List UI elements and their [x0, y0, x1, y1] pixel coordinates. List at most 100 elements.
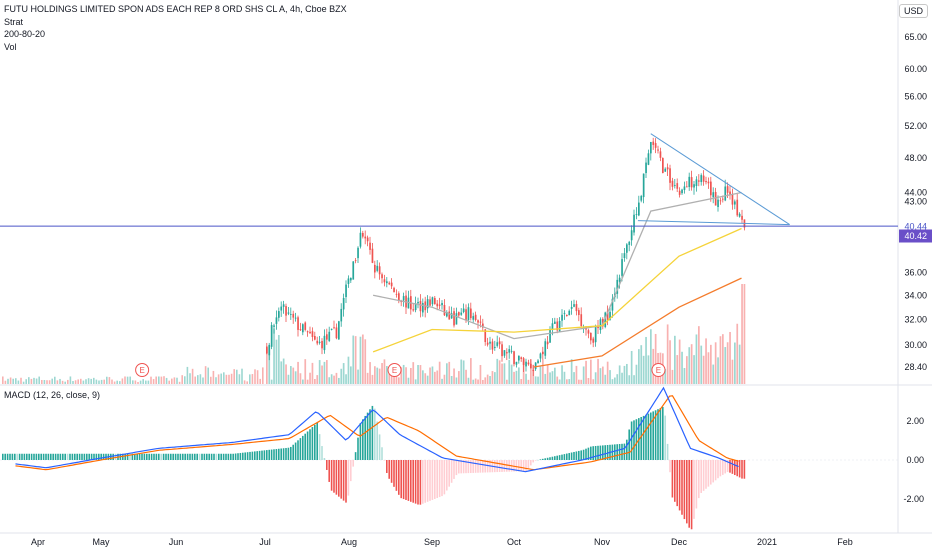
macd-histogram-bar: [599, 445, 602, 460]
volume-bar: [67, 379, 69, 384]
volume-bar: [671, 369, 674, 384]
macd-histogram-bar: [698, 460, 700, 499]
candle: [453, 311, 455, 326]
candle: [731, 194, 734, 205]
candle: [513, 351, 515, 365]
volume-bar: [522, 360, 525, 384]
macd-histogram-bar: [674, 460, 676, 502]
volume-bar: [98, 380, 100, 384]
volume-bar: [54, 376, 56, 384]
candle: [578, 310, 580, 315]
macd-histogram-bar: [81, 453, 83, 460]
candle: [378, 266, 381, 275]
volume-bar: [578, 379, 580, 384]
volume-bar: [534, 376, 537, 384]
volume-bar: [345, 374, 347, 384]
macd-histogram-bar: [263, 450, 266, 460]
volume-bar: [465, 369, 467, 384]
candle: [417, 301, 419, 304]
volume-bar: [56, 380, 59, 384]
candle: [626, 244, 628, 253]
earnings-marker: [135, 363, 150, 377]
volume-bar: [402, 364, 405, 384]
candle: [330, 328, 333, 330]
macd-histogram-bar: [74, 453, 76, 460]
macd-histogram-bar: [273, 449, 275, 460]
currency-button[interactable]: USD: [898, 4, 928, 18]
volume-bar: [74, 380, 77, 384]
volume-bar: [482, 379, 484, 384]
volume-bar: [7, 378, 9, 384]
candle: [510, 350, 513, 352]
indicator-ma[interactable]: 200-80-20: [4, 29, 46, 39]
candle: [580, 314, 583, 327]
macd-histogram-bar: [386, 460, 388, 474]
volume-bar: [126, 376, 129, 384]
volume-bar: [225, 374, 228, 384]
volume-bar: [429, 367, 431, 384]
macd-histogram-bar: [518, 460, 520, 472]
macd-histogram-bar: [64, 453, 66, 460]
macd-histogram-bar: [321, 446, 323, 460]
macd-histogram-bar: [59, 453, 62, 460]
time-tick-label: May: [92, 537, 110, 547]
macd-histogram-bar: [676, 460, 678, 507]
candle: [568, 310, 571, 316]
volume-bar: [333, 375, 335, 384]
candle: [532, 369, 535, 372]
volume-bar: [414, 379, 417, 384]
macd-histogram-bar: [376, 421, 378, 460]
macd-histogram-bar: [726, 460, 729, 472]
macd-histogram-bar: [575, 451, 578, 460]
candle: [724, 186, 727, 201]
volume-bar: [479, 364, 482, 384]
macd-histogram-bar: [330, 460, 333, 491]
macd-histogram-bar: [436, 460, 438, 499]
candle: [537, 360, 539, 364]
macd-histogram-bar: [194, 453, 196, 460]
macd-histogram-bar: [467, 460, 470, 474]
candle: [546, 341, 549, 345]
macd-histogram-bar: [11, 453, 14, 460]
candle: [400, 301, 403, 303]
volume-bar: [551, 371, 554, 384]
candle: [345, 284, 347, 298]
volume-bar: [630, 350, 633, 384]
macd-legend[interactable]: MACD (12, 26, close, 9): [4, 390, 101, 400]
macd-histogram-bar: [69, 453, 71, 460]
candle: [544, 341, 547, 356]
candle: [606, 310, 609, 321]
volume-bar: [647, 355, 650, 384]
volume-bar: [132, 380, 134, 384]
candle: [695, 179, 698, 186]
indicator-vol[interactable]: Vol: [4, 41, 17, 52]
volume-bar: [707, 352, 710, 384]
volume-bar: [645, 336, 647, 384]
macd-histogram-bar: [362, 419, 364, 460]
volume-bar: [537, 376, 539, 384]
candle: [299, 329, 302, 331]
macd-histogram-bar: [328, 460, 330, 482]
volume-bar: [453, 368, 455, 384]
candle: [664, 168, 667, 172]
macd-histogram-bar: [155, 453, 158, 460]
indicator-strat[interactable]: Strat: [4, 16, 24, 27]
macd-histogram-bar: [602, 445, 604, 460]
macd-histogram-bar: [352, 460, 354, 467]
macd-histogram-bar: [38, 453, 40, 460]
macd-histogram-bar: [270, 449, 273, 460]
macd-tick-label: -2.00: [903, 494, 924, 504]
candle: [285, 306, 287, 316]
macd-histogram-bar: [261, 450, 263, 460]
candle: [369, 242, 371, 250]
symbol-title[interactable]: FUTU HOLDINGS LIMITED SPON ADS EACH REP …: [4, 4, 347, 14]
candle: [304, 322, 307, 330]
volume-bar: [285, 364, 287, 384]
macd-histogram-bar: [743, 460, 746, 479]
macd-histogram-bar: [530, 460, 532, 466]
volume-bar: [134, 380, 137, 384]
volume-bar: [280, 361, 283, 384]
volume-bar: [328, 377, 331, 384]
macd-histogram-bar: [129, 453, 131, 460]
